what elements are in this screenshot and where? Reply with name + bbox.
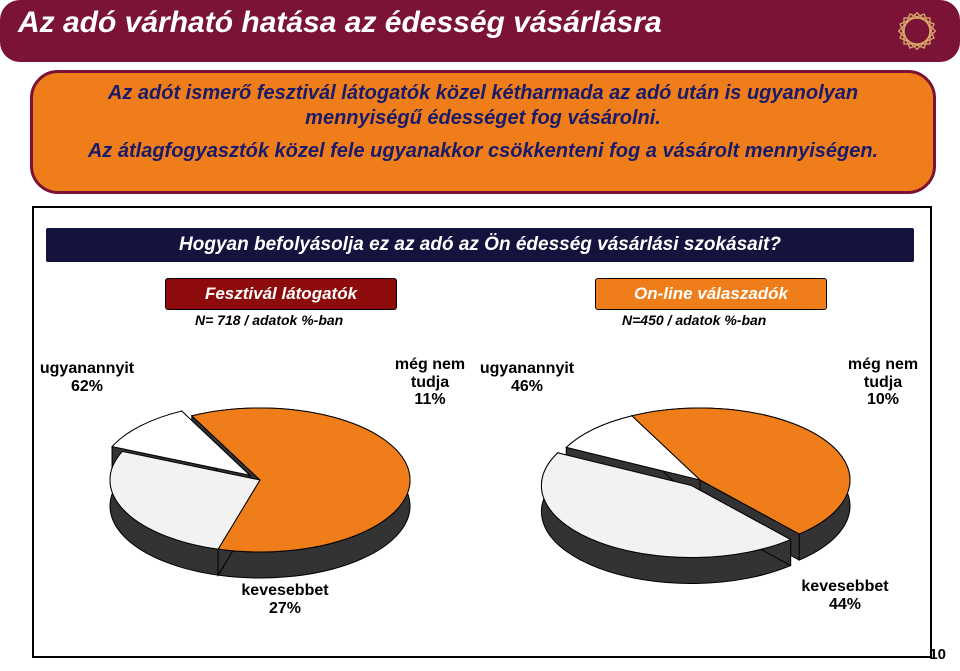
pie-slice-label: még nemtudja10% — [828, 356, 938, 409]
pie-slice-label: még nemtudja11% — [375, 356, 485, 409]
group-right-title: On-line válaszadók — [595, 278, 827, 310]
pie-left-wrap: ugyanannyit62%kevesebbet27%még nemtudja1… — [40, 330, 480, 610]
pie-right-wrap: ugyanannyit46%kevesebbet44%még nemtudja1… — [480, 330, 920, 610]
group-right-n: N=450 / adatok %-ban — [622, 312, 766, 328]
group-left-n: N= 718 / adatok %-ban — [195, 312, 343, 328]
page-title: Az adó várható hatása az édesség vásárlá… — [18, 6, 662, 40]
pie-slice-label: kevesebbet44% — [790, 578, 900, 613]
summary-callout: Az adót ismerő fesztivál látogatók közel… — [30, 70, 936, 194]
callout-line2: Az átlagfogyasztók közel fele ugyanakkor… — [73, 139, 893, 164]
page-number: 10 — [929, 646, 946, 663]
pie-slice-label: ugyanannyit46% — [472, 360, 582, 395]
question-band: Hogyan befolyásolja ez az adó az Ön édes… — [46, 228, 914, 262]
slide: Az adó várható hatása az édesség vásárlá… — [0, 0, 960, 671]
pie-slice-label: kevesebbet27% — [230, 582, 340, 617]
group-left-title: Fesztivál látogatók — [165, 278, 397, 310]
geometric-logo-icon — [894, 8, 940, 54]
pie-slice-label: ugyanannyit62% — [32, 360, 142, 395]
callout-line1: Az adót ismerő fesztivál látogatók közel… — [73, 81, 893, 131]
